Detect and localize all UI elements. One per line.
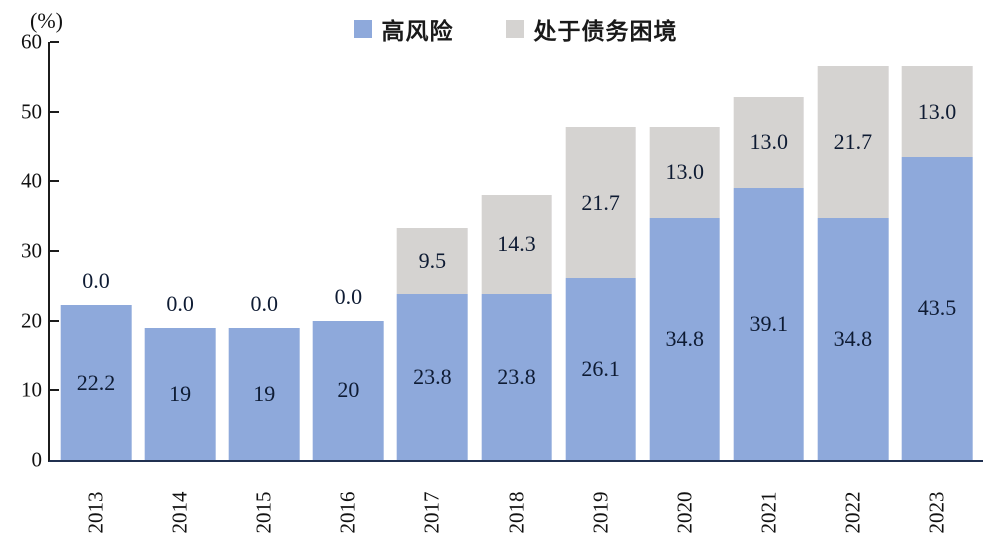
y-tick-mark — [50, 250, 59, 252]
bar-segment-debt-distress — [901, 66, 973, 157]
bar-segment-high-risk — [397, 294, 468, 460]
bar-segment-high-risk — [649, 217, 721, 460]
x-tick-label: 2018 — [504, 491, 529, 534]
y-tick-mark — [50, 389, 59, 392]
chart-legend: 高风险 处于债务困境 — [48, 12, 983, 46]
value-label-high-risk: 43.5 — [917, 295, 957, 321]
x-tick-label: 2017 — [419, 491, 444, 534]
value-label-high-risk: 26.1 — [581, 356, 620, 382]
bar-segment-high-risk — [313, 320, 384, 460]
bar-segment-debt-distress — [565, 127, 636, 279]
legend-item-debt-distress: 处于债务困境 — [505, 12, 678, 46]
y-tick-label: 50 — [21, 99, 42, 124]
value-label-debt-distress: 13.0 — [749, 129, 789, 155]
stacked-bar-2020: 34.8 13.0 — [649, 42, 721, 460]
bar-column-2020: 34.8 13.0 2020 — [643, 42, 727, 534]
x-tick-label: 2021 — [756, 491, 781, 534]
value-label-high-risk: 23.8 — [497, 364, 536, 390]
stacked-bar-2017: 23.8 9.5 — [397, 42, 468, 460]
x-tick-label: 2020 — [672, 491, 697, 534]
bar-column-2023: 43.5 13.0 2023 — [895, 42, 979, 534]
stacked-bar-2023: 43.5 13.0 — [901, 42, 973, 460]
bar-column-2014: 19 0.0 2014 — [138, 42, 222, 534]
bar-segment-debt-distress — [817, 66, 889, 218]
bar-segment-debt-distress — [733, 97, 805, 188]
value-label-debt-distress: 21.7 — [833, 128, 873, 154]
value-label-high-risk: 22.2 — [76, 369, 116, 395]
y-tick-label: 10 — [21, 377, 42, 402]
bar-segment-debt-distress — [649, 127, 721, 218]
value-label-high-risk: 39.1 — [749, 310, 789, 336]
value-label-debt-distress: 0.0 — [82, 268, 110, 294]
value-label-debt-distress: 13.0 — [917, 98, 957, 124]
bar-segment-debt-distress — [481, 194, 552, 295]
y-tick-label: 60 — [21, 29, 42, 54]
value-label-high-risk: 19 — [169, 380, 192, 406]
stacked-bar-2021: 39.1 13.0 — [733, 42, 805, 460]
x-tick-label: 2014 — [167, 491, 192, 534]
value-label-high-risk: 34.8 — [665, 325, 704, 351]
stacked-bar-2019: 26.1 21.7 — [565, 42, 636, 460]
legend-item-high-risk: 高风险 — [353, 12, 454, 46]
bar-segment-high-risk — [733, 187, 805, 460]
bar-segment-high-risk — [60, 305, 132, 460]
bar-column-2018: 23.8 14.3 2018 — [474, 42, 558, 534]
value-label-debt-distress: 9.5 — [418, 248, 447, 274]
bar-segment-high-risk — [481, 294, 552, 460]
stacked-bar-2022: 34.8 21.7 — [817, 42, 889, 460]
bar-segment-debt-distress — [397, 228, 468, 295]
value-label-debt-distress: 0.0 — [250, 290, 278, 316]
bar-segment-high-risk — [565, 278, 636, 460]
stacked-bar-2015: 19 0.0 — [228, 42, 300, 460]
stacked-bar-2016: 20 0.0 — [313, 42, 384, 460]
bar-column-2013: 22.2 0.0 2013 — [54, 42, 138, 534]
x-tick-label: 2016 — [335, 491, 360, 534]
bar-columns: 22.2 0.0 2013 19 0.0 2014 19 0.0 2015 20 0.0 2016 23… — [50, 42, 983, 534]
bar-column-2016: 20 0.0 2016 — [306, 42, 390, 534]
x-tick-label: 2022 — [840, 491, 865, 534]
legend-swatch-debt-distress-icon — [505, 20, 524, 38]
y-tick-mark — [50, 180, 59, 183]
bar-column-2019: 26.1 21.7 2019 — [559, 42, 643, 534]
y-tick-mark — [50, 41, 59, 43]
bar-column-2021: 39.1 13.0 2021 — [727, 42, 811, 534]
x-tick-label: 2023 — [924, 491, 949, 534]
value-label-debt-distress: 21.7 — [581, 189, 620, 215]
y-tick-mark — [50, 319, 59, 322]
y-tick-label: 20 — [21, 308, 42, 333]
bar-column-2015: 19 0.0 2015 — [222, 42, 306, 534]
legend-label-debt-distress: 处于债务困境 — [533, 18, 678, 44]
legend-swatch-high-risk-icon — [353, 20, 372, 38]
plot-area: 0 10 20 30 40 50 60 22.2 0.0 2013 19 0.0 2014 19 0.0 2… — [21, 31, 983, 534]
value-label-high-risk: 34.8 — [833, 325, 873, 351]
bar-column-2022: 34.8 21.7 2022 — [811, 42, 895, 534]
bar-segment-high-risk — [144, 327, 216, 460]
value-label-debt-distress: 14.3 — [497, 231, 536, 257]
bar-segment-high-risk — [901, 156, 973, 460]
value-label-high-risk: 23.8 — [413, 364, 452, 390]
x-tick-label: 2019 — [588, 491, 613, 534]
bar-segment-high-risk — [228, 327, 300, 460]
legend-label-high-risk: 高风险 — [381, 18, 454, 44]
stacked-bar-2018: 23.8 14.3 — [481, 42, 552, 460]
value-label-debt-distress: 13.0 — [665, 159, 704, 185]
y-tick-label: 40 — [21, 168, 42, 193]
y-axis-unit-label: (%) — [30, 8, 63, 33]
bar-segment-high-risk — [817, 217, 889, 460]
y-tick-label: 0 — [31, 447, 43, 472]
bar-column-2017: 23.8 9.5 2017 — [390, 42, 474, 534]
value-label-high-risk: 20 — [337, 377, 360, 403]
value-label-high-risk: 19 — [253, 380, 276, 406]
x-tick-label: 2015 — [251, 491, 276, 534]
stacked-bar-2014: 19 0.0 — [144, 42, 216, 460]
y-tick-mark — [50, 110, 59, 113]
x-tick-label: 2013 — [83, 491, 108, 534]
value-label-debt-distress: 0.0 — [166, 290, 194, 316]
y-tick-label: 30 — [21, 238, 42, 263]
stacked-bar-2013: 22.2 0.0 — [60, 42, 132, 460]
value-label-debt-distress: 0.0 — [334, 283, 363, 309]
